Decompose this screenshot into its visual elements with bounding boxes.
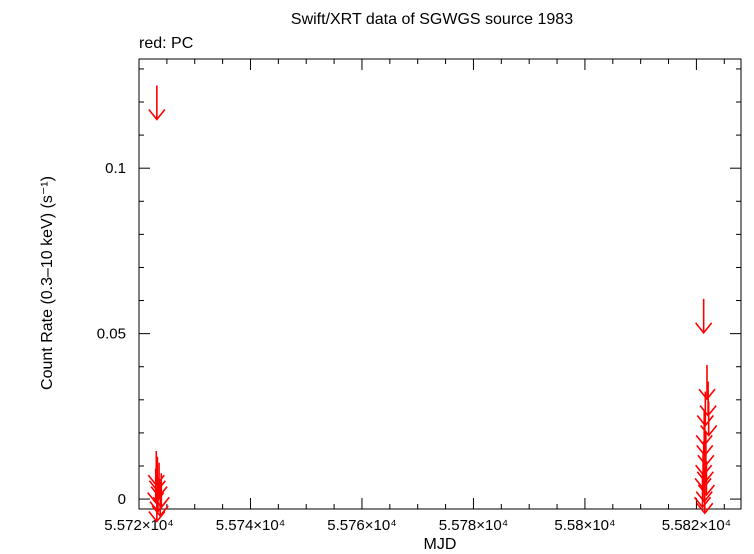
upper-limit-arrow — [696, 391, 714, 427]
chart-title: Swift/XRT data of SGWGS source 1983 — [291, 11, 573, 28]
y-tick-labels: 0 0.05 0.1 — [97, 160, 126, 508]
x-tick-label: 5.572×10⁴ — [104, 517, 173, 534]
upper-limit-arrow — [700, 401, 718, 437]
axis-ticks — [138, 59, 741, 509]
x-tick-label: 5.582×10⁴ — [662, 517, 731, 534]
upper-limit-arrow — [149, 477, 167, 513]
upper-limit-arrow — [148, 85, 166, 121]
upper-limit-arrow — [151, 481, 169, 518]
upper-limit-arrow — [697, 461, 716, 497]
y-axis-label: Count Rate (0.3–10 keV) (s⁻¹) — [39, 176, 56, 390]
upper-limit-arrow — [150, 462, 168, 498]
x-tick-label: 5.576×10⁴ — [327, 517, 396, 534]
upper-limit-arrow — [148, 487, 166, 523]
x-axis-label: MJD — [424, 536, 457, 553]
upper-limit-arrow — [696, 447, 714, 484]
x-tick-label: 5.578×10⁴ — [439, 517, 508, 534]
plot-frame — [138, 58, 742, 510]
upper-limit-arrow — [698, 365, 716, 401]
y-tick-label: 0.1 — [105, 160, 126, 177]
x-tick-label: 5.58×10⁴ — [554, 517, 615, 534]
y-tick-label: 0 — [118, 491, 126, 508]
upper-limit-arrow — [695, 298, 713, 335]
data-marks — [147, 85, 718, 523]
y-tick-label: 0.05 — [97, 326, 126, 343]
upper-limit-arrow — [693, 473, 712, 509]
chart-subtitle: red: PC — [139, 35, 193, 52]
x-tick-label: 5.574×10⁴ — [216, 517, 285, 534]
upper-limit-arrow — [696, 479, 714, 515]
x-tick-labels: 5.572×10⁴ 5.574×10⁴ 5.576×10⁴ 5.578×10⁴ 5.58… — [104, 517, 731, 534]
